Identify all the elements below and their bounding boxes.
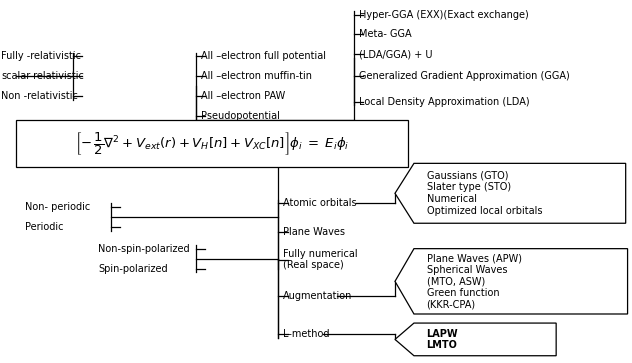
Polygon shape bbox=[395, 249, 628, 314]
Text: $\left[-\,\dfrac{1}{2}\nabla^2 + V_{ext}(r) + V_H[n] + V_{XC}[n]\right]\phi_i \;: $\left[-\,\dfrac{1}{2}\nabla^2 + V_{ext}… bbox=[75, 130, 349, 157]
Text: Gaussians (GTO)
Slater type (STO)
Numerical
Optimized local orbitals: Gaussians (GTO) Slater type (STO) Numeri… bbox=[427, 171, 542, 216]
Text: All –electron full potential: All –electron full potential bbox=[201, 51, 326, 61]
Text: Generalized Gradient Approximation (GGA): Generalized Gradient Approximation (GGA) bbox=[359, 71, 569, 81]
Polygon shape bbox=[395, 163, 626, 223]
Text: All –electron muffin-tin: All –electron muffin-tin bbox=[201, 71, 312, 81]
Text: Pseudopotential: Pseudopotential bbox=[201, 111, 280, 121]
Text: Augmentation: Augmentation bbox=[283, 291, 353, 301]
Text: Fully -relativistic: Fully -relativistic bbox=[1, 51, 82, 61]
Text: Fully numerical
(Real space): Fully numerical (Real space) bbox=[283, 249, 358, 270]
Text: scalar-relativistic: scalar-relativistic bbox=[1, 71, 84, 81]
Text: Meta- GGA: Meta- GGA bbox=[359, 29, 411, 40]
Text: Non -relativistic: Non -relativistic bbox=[1, 91, 78, 101]
Text: Atomic orbitals: Atomic orbitals bbox=[283, 198, 356, 208]
Text: All –electron PAW: All –electron PAW bbox=[201, 91, 285, 101]
Text: Hyper-GGA (EXX)(Exact exchange): Hyper-GGA (EXX)(Exact exchange) bbox=[359, 9, 529, 20]
Text: (LDA/GGA) + U: (LDA/GGA) + U bbox=[359, 49, 432, 60]
Text: Periodic: Periodic bbox=[25, 222, 64, 232]
Text: Plane Waves: Plane Waves bbox=[283, 227, 345, 237]
Text: Non- periodic: Non- periodic bbox=[25, 202, 90, 212]
Polygon shape bbox=[395, 323, 556, 356]
Text: LAPW
LMTO: LAPW LMTO bbox=[427, 329, 458, 350]
Text: Non-spin-polarized: Non-spin-polarized bbox=[98, 244, 190, 254]
Text: Spin-polarized: Spin-polarized bbox=[98, 264, 167, 274]
FancyBboxPatch shape bbox=[16, 120, 408, 167]
Text: Plane Waves (APW)
Spherical Waves
(MTO, ASW)
Green function
(KKR-CPA): Plane Waves (APW) Spherical Waves (MTO, … bbox=[427, 253, 521, 310]
Text: L-method: L-method bbox=[283, 329, 330, 339]
Text: Local Density Approximation (LDA): Local Density Approximation (LDA) bbox=[359, 97, 530, 107]
